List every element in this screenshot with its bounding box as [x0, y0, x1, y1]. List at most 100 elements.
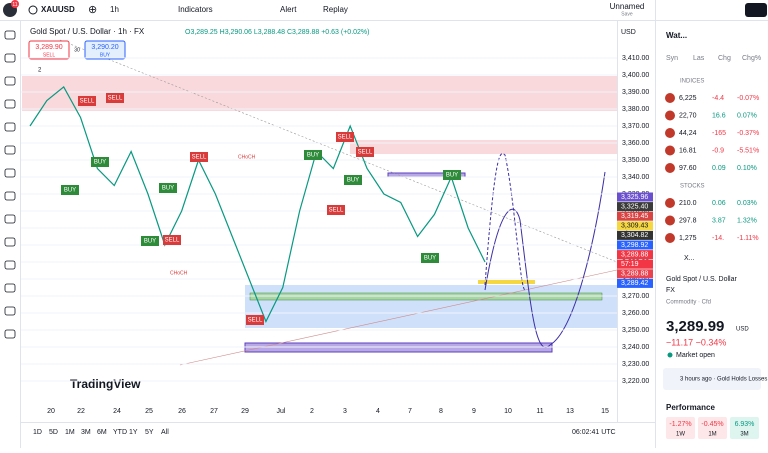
indicators[interactable]: Indicators — [178, 5, 213, 14]
range-button[interactable]: 1D — [33, 429, 42, 436]
indicator-count[interactable]: 2 — [38, 68, 42, 74]
price-label: 3,304.82 — [621, 232, 648, 239]
add-icon[interactable]: ⊕ — [88, 4, 97, 16]
symbol-icon[interactable] — [665, 215, 675, 226]
symbol-icon[interactable] — [665, 93, 675, 103]
signal-box — [443, 170, 461, 180]
news[interactable]: 3 hours ago · Gold Holds Losses — [680, 377, 767, 383]
trend-line — [179, 269, 618, 366]
tool-icon[interactable] — [4, 329, 16, 339]
signal: BUY — [162, 186, 174, 192]
buy-button[interactable] — [84, 40, 126, 60]
range-button[interactable]: 5Y — [145, 429, 154, 436]
detail-symbol: X... — [684, 255, 695, 262]
demand-zone — [245, 285, 617, 328]
projection — [484, 153, 526, 291]
cell: -0.37% — [737, 130, 759, 137]
column-header: Chg% — [742, 55, 761, 62]
tool-icon[interactable] — [4, 214, 16, 224]
date-label: 27 — [210, 408, 218, 415]
price-tick: 3,250.00 — [622, 327, 649, 334]
signal: BUY — [347, 178, 359, 184]
date-label: 3 — [343, 408, 347, 415]
tool-icon[interactable] — [4, 306, 16, 316]
signal: SELL — [192, 155, 207, 161]
interval[interactable]: 1h — [110, 5, 119, 14]
signal-box — [78, 96, 96, 106]
perf-value: -0.45% — [701, 421, 723, 428]
cell: 0.10% — [737, 165, 757, 172]
perf-period: 1M — [708, 432, 716, 438]
save[interactable]: Save — [621, 11, 633, 17]
price-tick: 3,380.00 — [622, 106, 649, 113]
cell: 0.07% — [737, 112, 757, 119]
date-label: 22 — [77, 408, 85, 415]
tool-icon[interactable] — [4, 191, 16, 201]
tool-icon[interactable] — [4, 145, 16, 155]
cell: -5.51% — [737, 147, 759, 154]
range-button[interactable]: 1M — [65, 429, 75, 436]
sell-button[interactable] — [28, 40, 70, 60]
symbol-icon[interactable] — [665, 198, 675, 208]
price-label: 3,319.45 — [621, 213, 648, 220]
symbol-icon[interactable] — [665, 163, 675, 173]
range-button[interactable]: 3M — [81, 429, 91, 436]
signal-box — [344, 175, 362, 185]
symbol-icon[interactable] — [665, 110, 675, 121]
date-label: 10 — [504, 408, 512, 415]
cell: 210.0 — [679, 200, 697, 207]
tool-icon[interactable] — [4, 122, 16, 132]
alert[interactable]: Alert — [280, 5, 297, 14]
detail-change: −11.17 −0.34% — [666, 337, 726, 347]
status-dot — [667, 352, 673, 358]
signal-box — [327, 205, 345, 215]
price-label-box — [617, 269, 653, 279]
tool-icon[interactable] — [4, 76, 16, 86]
tool-icon[interactable] — [4, 283, 16, 293]
tool-icon[interactable] — [4, 168, 16, 178]
signal: SELL — [165, 238, 180, 244]
signal-box — [356, 147, 374, 157]
tool-icon[interactable] — [4, 99, 16, 109]
spread: 30 — [74, 47, 80, 53]
replay[interactable]: Replay — [323, 5, 348, 14]
badge — [11, 0, 19, 8]
signal-box — [159, 183, 177, 193]
column-header: Las — [693, 55, 705, 62]
detail-kind: Commodity · Cfd — [666, 300, 711, 306]
badge-count: 11 — [12, 2, 17, 8]
clock: 06:02:41 UTC — [572, 429, 616, 436]
price-tick: 3,240.00 — [622, 344, 649, 351]
tool-icon[interactable] — [4, 53, 16, 63]
news-card[interactable] — [663, 368, 761, 390]
price-label-box — [617, 192, 653, 202]
range-button[interactable]: 1Y — [129, 429, 138, 436]
symbol-icon[interactable] — [665, 128, 675, 138]
tool-icon[interactable] — [4, 237, 16, 247]
layout-name[interactable]: Unnamed — [610, 2, 645, 11]
symbol-icon[interactable] — [665, 145, 675, 156]
publish-button[interactable] — [745, 3, 767, 17]
tool-icon[interactable] — [4, 260, 16, 270]
cell: 16.81 — [679, 147, 697, 154]
cell: -14. — [712, 235, 724, 242]
perf-value: 6.93% — [735, 421, 755, 428]
range-button[interactable]: All — [161, 429, 169, 436]
price-tick: 3,360.00 — [622, 140, 649, 147]
price-label-box — [617, 278, 653, 288]
tool-icon[interactable] — [4, 30, 16, 40]
range-button[interactable]: 5D — [49, 429, 58, 436]
price-tick: 3,410.00 — [622, 55, 649, 62]
date-label: Jul — [277, 408, 286, 415]
cell: 297.8 — [679, 217, 697, 224]
range-button[interactable]: YTD — [113, 429, 127, 436]
search-icon[interactable] — [28, 5, 38, 15]
symbol[interactable]: XAUUSD — [41, 5, 75, 14]
price-label-box — [617, 211, 653, 221]
price-label-box — [617, 259, 653, 269]
perf-period: 3M — [740, 432, 748, 438]
detail-name: Gold Spot / U.S. Dollar — [666, 276, 737, 283]
detail-status: Market open — [676, 352, 715, 359]
range-button[interactable]: 6M — [97, 429, 107, 436]
symbol-icon[interactable] — [665, 233, 675, 243]
